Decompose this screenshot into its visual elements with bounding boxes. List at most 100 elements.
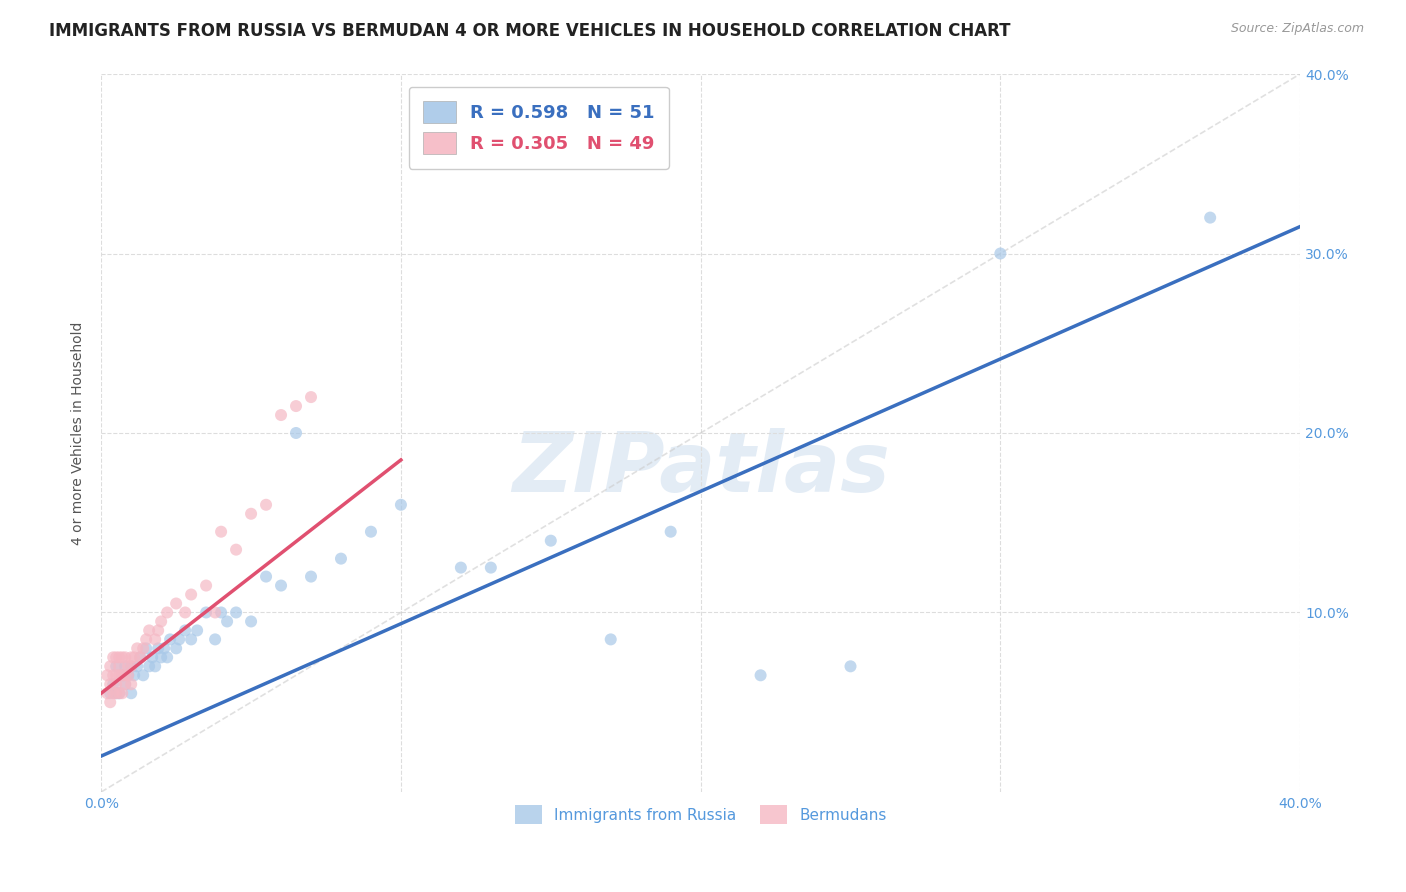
Point — [111, 686, 134, 700]
Point — [96, 668, 118, 682]
Point — [135, 641, 157, 656]
Point — [204, 606, 226, 620]
Point — [117, 668, 139, 682]
Point — [114, 659, 136, 673]
Point — [159, 632, 181, 647]
Point — [132, 668, 155, 682]
Point — [98, 659, 121, 673]
Point — [111, 668, 134, 682]
Point — [111, 668, 134, 682]
Point — [108, 650, 131, 665]
Point — [105, 677, 128, 691]
Point — [146, 641, 169, 656]
Point — [285, 399, 308, 413]
Point — [195, 606, 218, 620]
Point — [186, 624, 208, 638]
Point — [240, 615, 263, 629]
Point — [135, 632, 157, 647]
Point — [174, 624, 197, 638]
Point — [150, 650, 173, 665]
Point — [153, 641, 176, 656]
Point — [450, 560, 472, 574]
Point — [129, 650, 152, 665]
Point — [217, 615, 239, 629]
Point — [156, 606, 179, 620]
Point — [105, 668, 128, 682]
Text: IMMIGRANTS FROM RUSSIA VS BERMUDAN 4 OR MORE VEHICLES IN HOUSEHOLD CORRELATION C: IMMIGRANTS FROM RUSSIA VS BERMUDAN 4 OR … — [49, 22, 1011, 40]
Point — [254, 498, 277, 512]
Point — [103, 650, 125, 665]
Point — [209, 606, 232, 620]
Point — [120, 650, 142, 665]
Point — [270, 408, 292, 422]
Point — [138, 624, 160, 638]
Point — [117, 659, 139, 673]
Point — [127, 641, 149, 656]
Point — [105, 686, 128, 700]
Point — [114, 677, 136, 691]
Point — [209, 524, 232, 539]
Point — [120, 659, 142, 673]
Point — [117, 668, 139, 682]
Point — [127, 659, 149, 673]
Point — [225, 542, 247, 557]
Point — [240, 507, 263, 521]
Point — [839, 659, 862, 673]
Point — [599, 632, 621, 647]
Point — [103, 686, 125, 700]
Point — [105, 659, 128, 673]
Point — [98, 686, 121, 700]
Text: Source: ZipAtlas.com: Source: ZipAtlas.com — [1230, 22, 1364, 36]
Point — [114, 668, 136, 682]
Point — [225, 606, 247, 620]
Point — [167, 632, 190, 647]
Y-axis label: 4 or more Vehicles in Household: 4 or more Vehicles in Household — [72, 321, 86, 545]
Point — [108, 686, 131, 700]
Point — [156, 650, 179, 665]
Point — [150, 615, 173, 629]
Point — [1199, 211, 1222, 225]
Point — [204, 632, 226, 647]
Point — [105, 650, 128, 665]
Point — [98, 695, 121, 709]
Point — [138, 659, 160, 673]
Point — [141, 650, 163, 665]
Point — [146, 624, 169, 638]
Point — [96, 686, 118, 700]
Point — [330, 551, 353, 566]
Point — [285, 425, 308, 440]
Point — [389, 498, 412, 512]
Point — [108, 668, 131, 682]
Point — [114, 650, 136, 665]
Point — [659, 524, 682, 539]
Point — [108, 686, 131, 700]
Point — [122, 668, 145, 682]
Text: ZIPatlas: ZIPatlas — [512, 428, 890, 509]
Point — [122, 650, 145, 665]
Point — [479, 560, 502, 574]
Point — [98, 677, 121, 691]
Point — [120, 659, 142, 673]
Point — [105, 686, 128, 700]
Point — [129, 650, 152, 665]
Point — [299, 569, 322, 583]
Point — [143, 659, 166, 673]
Point — [143, 632, 166, 647]
Point — [114, 677, 136, 691]
Point — [174, 606, 197, 620]
Point — [165, 597, 187, 611]
Point — [540, 533, 562, 548]
Point — [180, 588, 202, 602]
Legend: Immigrants from Russia, Bermudans: Immigrants from Russia, Bermudans — [503, 795, 897, 835]
Point — [103, 677, 125, 691]
Point — [165, 641, 187, 656]
Point — [254, 569, 277, 583]
Point — [180, 632, 202, 647]
Point — [120, 686, 142, 700]
Point — [988, 246, 1011, 260]
Point — [195, 578, 218, 592]
Point — [108, 659, 131, 673]
Point — [299, 390, 322, 404]
Point — [270, 578, 292, 592]
Point — [120, 677, 142, 691]
